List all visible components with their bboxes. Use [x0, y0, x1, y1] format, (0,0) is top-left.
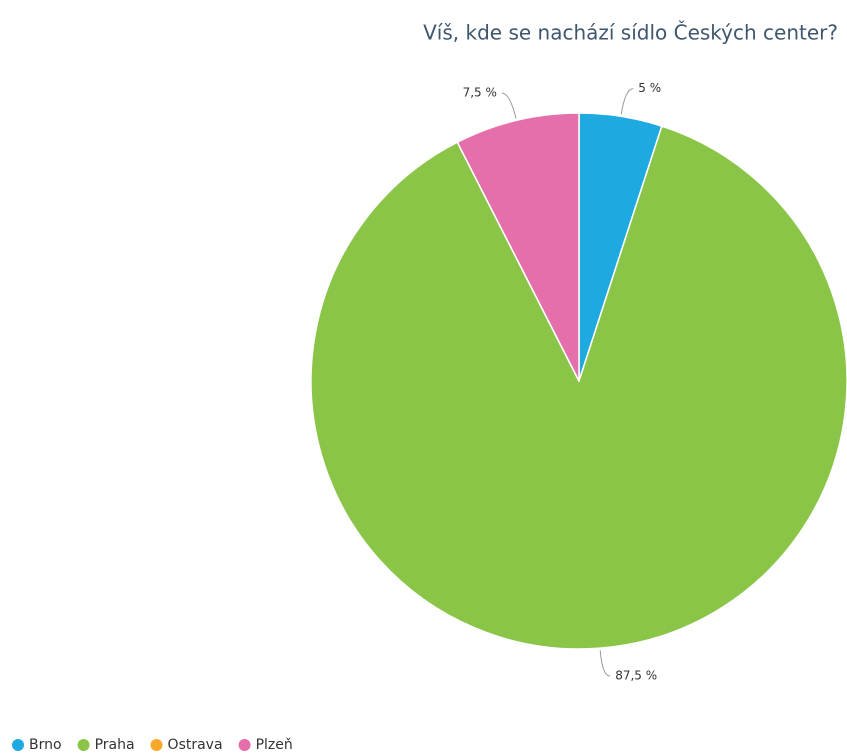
pie-slice — [310, 125, 847, 650]
legend-marker — [12, 739, 24, 751]
legend-marker — [238, 739, 251, 751]
leader-line — [599, 650, 611, 677]
legend-label: Ostrava — [168, 737, 223, 753]
legend-label: Brno — [29, 737, 62, 753]
data-label: 87,5 % — [615, 669, 657, 683]
data-label: 5 % — [638, 81, 661, 95]
leader-line — [501, 92, 517, 119]
legend-marker — [150, 739, 163, 751]
leader-line — [620, 88, 634, 115]
pie-slice — [456, 112, 580, 382]
legend-marker — [77, 739, 90, 751]
data-label: 7,5 % — [463, 86, 497, 100]
legend-label: Praha — [95, 737, 135, 753]
legend-label: Plzeň — [256, 737, 293, 753]
chart-title: Víš, kde se nachází sídlo Českých center… — [423, 21, 838, 45]
